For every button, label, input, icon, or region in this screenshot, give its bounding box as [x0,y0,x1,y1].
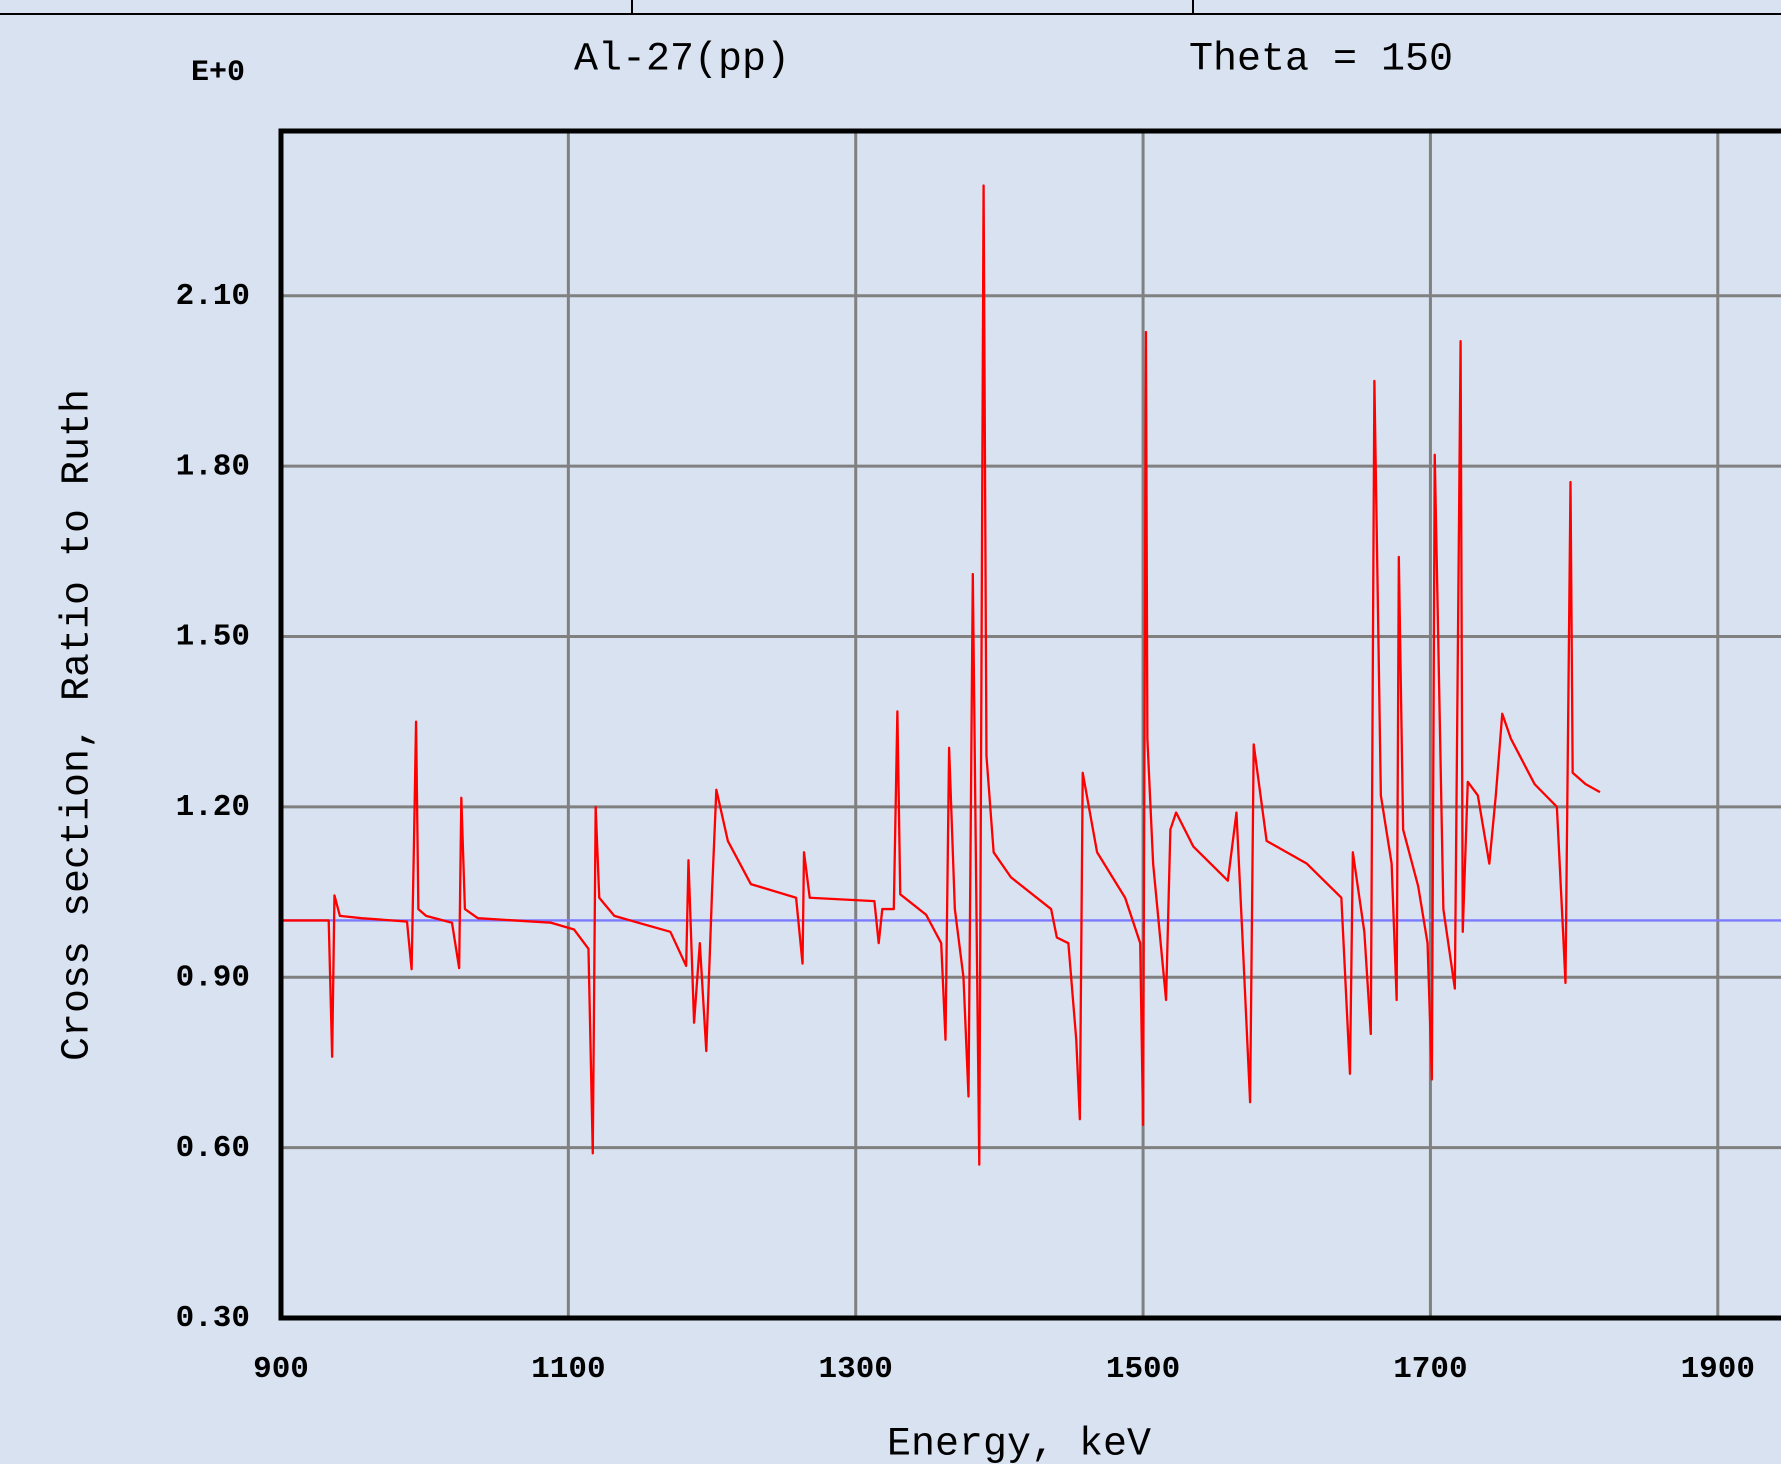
exponent-label: E+0 [191,56,245,90]
chart-title: Al-27(pp) [574,38,790,83]
x-tick-label: 1300 [819,1352,893,1387]
data-line [281,184,1601,1166]
y-tick-label: 0.60 [176,1131,250,1166]
y-tick-label: 2.10 [176,279,250,314]
y-tick-label: 1.80 [176,449,250,484]
x-tick-label: 1100 [531,1352,605,1387]
chart-subtitle: Theta = 150 [1189,38,1453,83]
y-tick-label: 1.20 [176,790,250,825]
x-tick-label: 1900 [1681,1352,1755,1387]
y-tick-label: 0.90 [176,960,250,995]
y-axis-label: Cross section, Ratio to Ruth [56,389,101,1061]
x-tick-label: 900 [253,1352,309,1387]
plot-frame [278,128,1781,1321]
x-tick-label: 1700 [1393,1352,1467,1387]
y-tick-label: 0.30 [176,1301,250,1336]
x-tick-label: 1500 [1106,1352,1180,1387]
x-axis-label: Energy, keV [887,1423,1151,1464]
y-tick-label: 1.50 [176,620,250,655]
